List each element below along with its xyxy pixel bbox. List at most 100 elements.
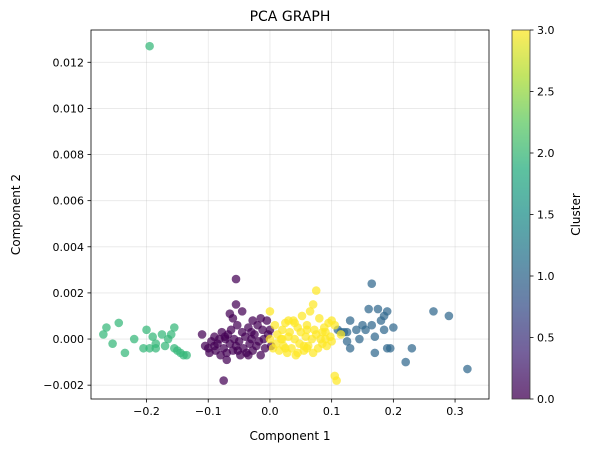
scatter-point-cluster-2 — [99, 330, 108, 339]
scatter-point-cluster-2 — [108, 339, 117, 348]
y-tick-label: 0.000 — [53, 333, 85, 346]
y-tick-label: 0.002 — [53, 287, 85, 300]
scatter-point-cluster-3 — [321, 327, 330, 337]
y-tick-label: 0.012 — [53, 56, 85, 69]
scatter-point-cluster-2 — [129, 334, 139, 344]
scatter-point-cluster-1 — [361, 325, 370, 335]
scatter-point-cluster-3 — [293, 348, 303, 358]
scatter-point-cluster-1 — [385, 343, 395, 353]
x-tick-label: 0.0 — [261, 405, 279, 418]
x-tick-label: −0.2 — [133, 405, 160, 418]
y-axis-label: Component 2 — [9, 174, 23, 255]
grid — [91, 30, 489, 399]
scatter-point-cluster-0 — [221, 334, 230, 344]
scatter-point-cluster-1 — [355, 334, 364, 344]
scatter-point-cluster-3 — [277, 334, 287, 344]
scatter-point-cluster-3 — [302, 343, 312, 353]
scatter-point-cluster-0 — [248, 316, 257, 325]
scatter-point-cluster-0 — [232, 320, 242, 330]
scatter-point-cluster-1 — [370, 332, 380, 342]
scatter-point-cluster-1 — [367, 279, 377, 288]
x-tick-label: 0.3 — [446, 405, 464, 418]
scatter-point-cluster-1 — [352, 325, 361, 335]
colorbar-tick-label: 2.5 — [537, 86, 555, 99]
colorbar-tick-label: 3.0 — [537, 24, 555, 37]
chart-title: PCA GRAPH — [250, 9, 331, 25]
scatter-point-cluster-3 — [332, 376, 341, 385]
scatter-point-cluster-3 — [265, 334, 275, 344]
scatter-point-cluster-1 — [373, 304, 383, 314]
scatter-point-cluster-3 — [281, 343, 290, 353]
scatter-point-cluster-2 — [120, 348, 130, 358]
scatter-point-cluster-2 — [151, 343, 161, 353]
scatter-point-cluster-2 — [170, 323, 179, 332]
scatter-point-cluster-3 — [265, 307, 275, 316]
scatter-point-cluster-3 — [287, 343, 296, 353]
scatter-point-cluster-0 — [233, 346, 243, 355]
scatter-point-cluster-3 — [290, 318, 299, 328]
scatter-point-cluster-1 — [444, 311, 454, 321]
scatter-point-cluster-0 — [197, 330, 207, 339]
y-tick-label: 0.006 — [53, 195, 85, 208]
scatter-point-cluster-1 — [345, 343, 355, 353]
scatter-point-cluster-2 — [166, 330, 176, 339]
scatter-point-cluster-3 — [311, 286, 321, 295]
scatter-point-cluster-1 — [382, 307, 392, 316]
scatter-point-cluster-3 — [297, 311, 307, 321]
scatter-point-cluster-3 — [315, 313, 324, 323]
scatter-point-cluster-3 — [305, 307, 315, 316]
scatter-point-cluster-0 — [222, 355, 232, 365]
scatter-point-cluster-3 — [336, 330, 346, 339]
x-tick-label: −0.1 — [195, 405, 222, 418]
scatter-point-cluster-3 — [270, 320, 280, 330]
scatter-point-cluster-0 — [244, 350, 253, 360]
scatter-point-cluster-0 — [247, 327, 256, 337]
colorbar-tick-label: 1.5 — [537, 209, 555, 222]
scatter-point-cluster-1 — [370, 348, 380, 358]
scatter-point-cluster-2 — [102, 323, 111, 332]
colorbar-tick-label: 0.5 — [537, 332, 555, 345]
scatter-point-cluster-1 — [367, 320, 377, 330]
colorbar-tick-label: 1.0 — [537, 270, 555, 283]
scatter-point-cluster-0 — [256, 313, 265, 323]
scatter-point-cluster-0 — [231, 300, 241, 309]
x-tick-label: 0.1 — [323, 405, 341, 418]
scatter-point-cluster-3 — [327, 316, 336, 325]
scatter-point-cluster-1 — [389, 323, 398, 332]
scatter-point-cluster-2 — [160, 341, 170, 351]
scatter-point-cluster-0 — [256, 350, 265, 360]
y-tick-label: 0.010 — [53, 102, 85, 115]
colorbar-tick-label: 2.0 — [537, 147, 555, 160]
scatter-point-cluster-2 — [145, 343, 154, 353]
scatter-point-cluster-2 — [114, 318, 124, 328]
scatter-point-cluster-1 — [407, 343, 417, 353]
scatter-point-cluster-2 — [157, 330, 167, 339]
x-axis-ticks: −0.2 −0.1 0.0 0.1 0.2 0.3 — [133, 399, 464, 418]
scatter-point-cluster-1 — [342, 337, 352, 346]
x-tick-label: 0.2 — [385, 405, 403, 418]
scatter-point-cluster-0 — [225, 309, 235, 318]
scatter-point-cluster-1 — [401, 357, 410, 367]
scatter-point-cluster-1 — [379, 325, 389, 335]
scatter-point-cluster-0 — [219, 376, 228, 385]
scatter-point-cluster-0 — [234, 337, 244, 346]
scatter-point-cluster-0 — [231, 274, 241, 284]
y-tick-label: −0.002 — [43, 379, 84, 392]
scatter-point-cluster-0 — [237, 307, 247, 316]
colorbar-ticks: 0.0 0.5 1.0 1.5 2.0 2.5 3.0 — [530, 24, 555, 406]
scatter-point-cluster-2 — [142, 325, 151, 335]
scatter-point-cluster-3 — [327, 337, 336, 346]
colorbar-label: Cluster — [569, 193, 583, 236]
scatter-point-cluster-1 — [429, 307, 438, 316]
scatter-point-cluster-3 — [285, 327, 294, 337]
scatter-points — [99, 41, 472, 385]
colorbar-tick-label: 0.0 — [537, 393, 555, 406]
scatter-point-cluster-2 — [148, 332, 158, 342]
y-tick-label: 0.008 — [53, 149, 85, 162]
scatter-point-cluster-2 — [139, 343, 148, 353]
scatter-point-cluster-1 — [345, 316, 355, 325]
scatter-point-cluster-0 — [210, 341, 219, 351]
x-axis-label: Component 1 — [249, 429, 330, 443]
plot-frame — [90, 29, 490, 400]
colorbar — [511, 29, 531, 400]
